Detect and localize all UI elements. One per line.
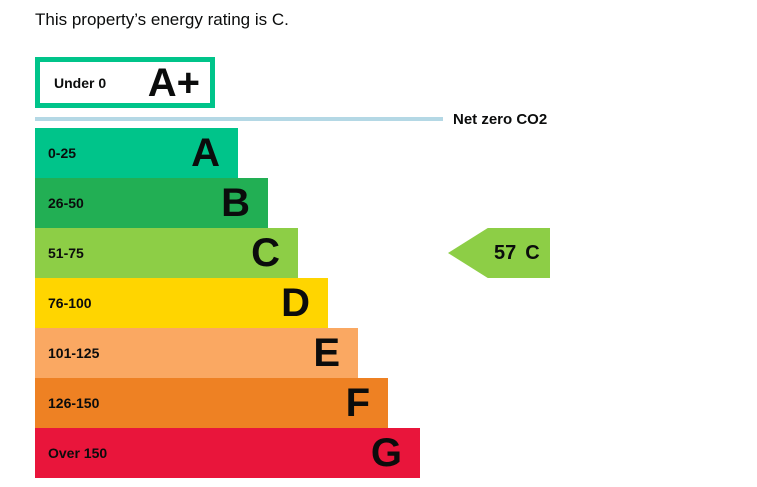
current-rating-arrow: 57 C bbox=[448, 228, 550, 278]
band-a-letter: A bbox=[191, 131, 220, 175]
band-e-letter: E bbox=[313, 331, 340, 375]
band-f-letter: F bbox=[345, 381, 370, 425]
band-f: 126-150 F bbox=[35, 378, 388, 428]
band-g-letter: G bbox=[370, 431, 402, 475]
band-d-letter: D bbox=[281, 281, 310, 325]
band-a-plus-letter: A+ bbox=[147, 60, 200, 105]
band-d-range: 76-100 bbox=[48, 295, 92, 311]
band-e-range: 101-125 bbox=[48, 345, 100, 361]
band-b-letter: B bbox=[221, 181, 250, 225]
band-d: 76-100 D bbox=[35, 278, 328, 328]
band-a-plus: Under 0 A+ bbox=[35, 57, 215, 108]
band-c: 51-75 C bbox=[35, 228, 298, 278]
band-g: Over 150 G bbox=[35, 428, 420, 478]
band-e: 101-125 E bbox=[35, 328, 358, 378]
band-c-letter: C bbox=[251, 231, 280, 275]
current-rating-band: C bbox=[525, 241, 540, 264]
page-title: This property’s energy rating is C. bbox=[35, 10, 289, 29]
band-b: 26-50 B bbox=[35, 178, 268, 228]
band-f-range: 126-150 bbox=[48, 395, 100, 411]
net-zero-label: Net zero CO2 bbox=[453, 110, 548, 128]
band-a: 0-25 A bbox=[35, 128, 238, 178]
net-zero-row: Net zero CO2 bbox=[35, 110, 757, 128]
band-g-range: Over 150 bbox=[48, 445, 108, 461]
band-c-range: 51-75 bbox=[48, 245, 84, 261]
band-a-range: 0-25 bbox=[48, 145, 77, 161]
net-zero-line bbox=[35, 117, 443, 121]
band-a-plus-range: Under 0 bbox=[54, 74, 107, 91]
current-rating-value: 57 bbox=[494, 241, 517, 264]
rating-bands: 0-25 A 26-50 B 51-75 C 76-100 D 101-125 … bbox=[35, 128, 757, 478]
band-b-range: 26-50 bbox=[48, 195, 84, 211]
